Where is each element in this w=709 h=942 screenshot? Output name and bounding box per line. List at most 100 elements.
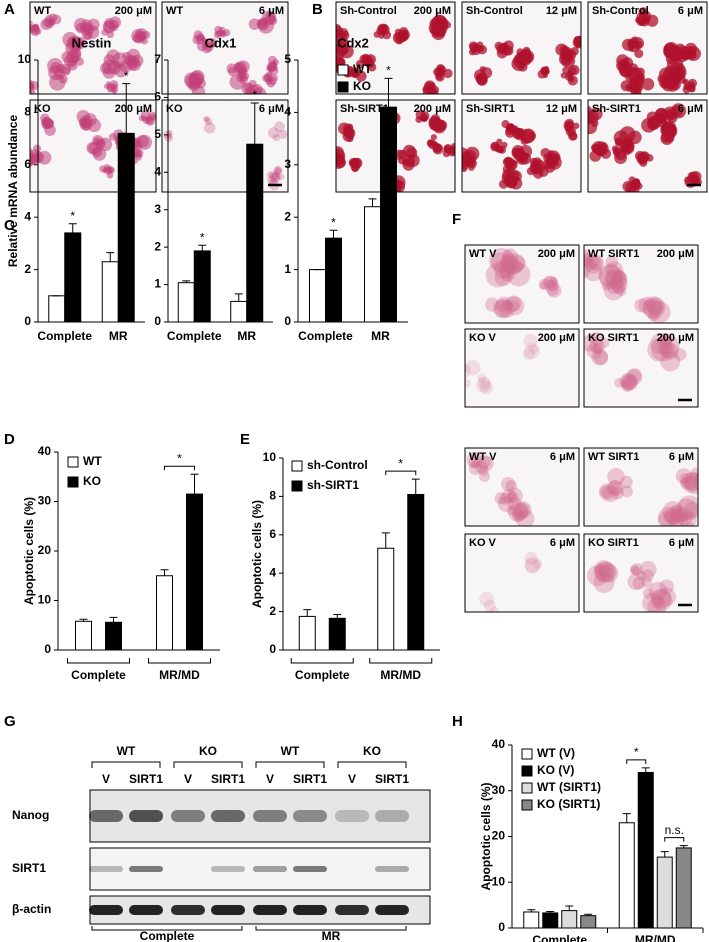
legend-label: sh-Control <box>307 458 368 472</box>
cell <box>501 120 510 129</box>
cell <box>81 117 91 128</box>
y-tick-label: 1 <box>284 262 291 276</box>
cell <box>673 348 687 361</box>
cell <box>545 282 560 297</box>
cell <box>430 134 437 141</box>
cell <box>630 563 643 576</box>
cell <box>540 147 551 158</box>
y-tick-label: 3 <box>284 157 291 171</box>
cell <box>599 337 610 348</box>
band <box>293 866 327 872</box>
cell <box>547 283 562 298</box>
cell <box>659 579 674 594</box>
cell <box>626 369 643 386</box>
cell <box>493 298 513 319</box>
cell <box>271 171 282 182</box>
error-bar <box>584 913 593 916</box>
cell <box>628 40 635 47</box>
significance-bracket <box>164 465 195 471</box>
cell <box>350 67 361 78</box>
error-bar <box>68 223 77 233</box>
cell <box>647 297 665 315</box>
cell <box>509 255 526 272</box>
bar <box>117 132 135 323</box>
cell <box>669 506 686 523</box>
y-tick-label: 0 <box>269 642 276 656</box>
cell <box>268 76 277 86</box>
cell <box>659 340 674 355</box>
cell <box>266 176 275 185</box>
cell <box>629 564 640 575</box>
cell <box>509 259 523 273</box>
cell <box>498 301 516 318</box>
image-label: 6 μM <box>550 537 575 549</box>
micrograph-border <box>464 244 580 324</box>
cell <box>106 81 111 86</box>
cell <box>93 137 101 144</box>
chart-title: Cdx2 <box>337 35 369 50</box>
cell <box>477 373 487 383</box>
band <box>89 866 123 872</box>
cell <box>684 501 698 518</box>
cell <box>394 32 401 39</box>
genotype-label: WT <box>117 744 136 758</box>
y-tick-label: 4 <box>154 164 161 178</box>
cell <box>496 138 503 145</box>
legend-swatch <box>67 476 79 488</box>
cell <box>662 501 684 523</box>
band <box>171 810 205 822</box>
cell <box>272 59 279 66</box>
y-tick-label: 1 <box>154 277 161 291</box>
x-tick-label: MR/MD <box>635 933 676 942</box>
cell <box>684 521 695 526</box>
cell <box>601 280 613 291</box>
image-label: WT SIRT1 <box>588 451 639 463</box>
cell <box>508 300 520 312</box>
cell <box>602 485 620 503</box>
cell <box>479 591 495 607</box>
cell <box>524 556 541 574</box>
cell <box>611 271 628 288</box>
micrograph-border <box>29 99 157 193</box>
cell <box>141 37 148 45</box>
cells <box>466 452 535 526</box>
y-tick-label: 8 <box>24 105 31 119</box>
cell <box>478 455 492 469</box>
cell <box>642 592 663 612</box>
bar <box>377 547 395 651</box>
y-tick-label: 8 <box>269 489 276 503</box>
cell <box>619 372 637 391</box>
error-bar <box>79 618 88 622</box>
micrograph-border <box>461 99 582 193</box>
micrograph-border <box>461 1 582 95</box>
cell <box>614 377 625 388</box>
chart-title: Nestin <box>72 35 112 50</box>
y-tick-label: 6 <box>24 157 31 171</box>
cell <box>338 38 348 48</box>
cell <box>675 468 692 485</box>
bar <box>380 106 397 323</box>
cell <box>479 66 486 73</box>
cell <box>494 268 513 287</box>
bracket <box>173 761 243 768</box>
genotype-label: WT <box>281 744 300 758</box>
bar <box>364 206 381 323</box>
cell <box>675 498 698 520</box>
cell <box>274 166 283 175</box>
cell <box>278 129 288 139</box>
cell <box>683 472 698 491</box>
image-label: 6 μM <box>678 103 703 115</box>
cell <box>663 42 676 55</box>
legend-label: WT <box>83 454 102 468</box>
legend-swatch <box>521 765 533 777</box>
bar <box>407 493 425 651</box>
micrograph <box>465 245 579 323</box>
cell <box>501 248 518 265</box>
band <box>253 905 287 915</box>
cell <box>639 561 657 578</box>
cell <box>505 253 526 274</box>
cell <box>471 459 480 468</box>
micrograph-border <box>583 447 699 527</box>
cell <box>543 276 557 289</box>
cell <box>434 67 445 78</box>
